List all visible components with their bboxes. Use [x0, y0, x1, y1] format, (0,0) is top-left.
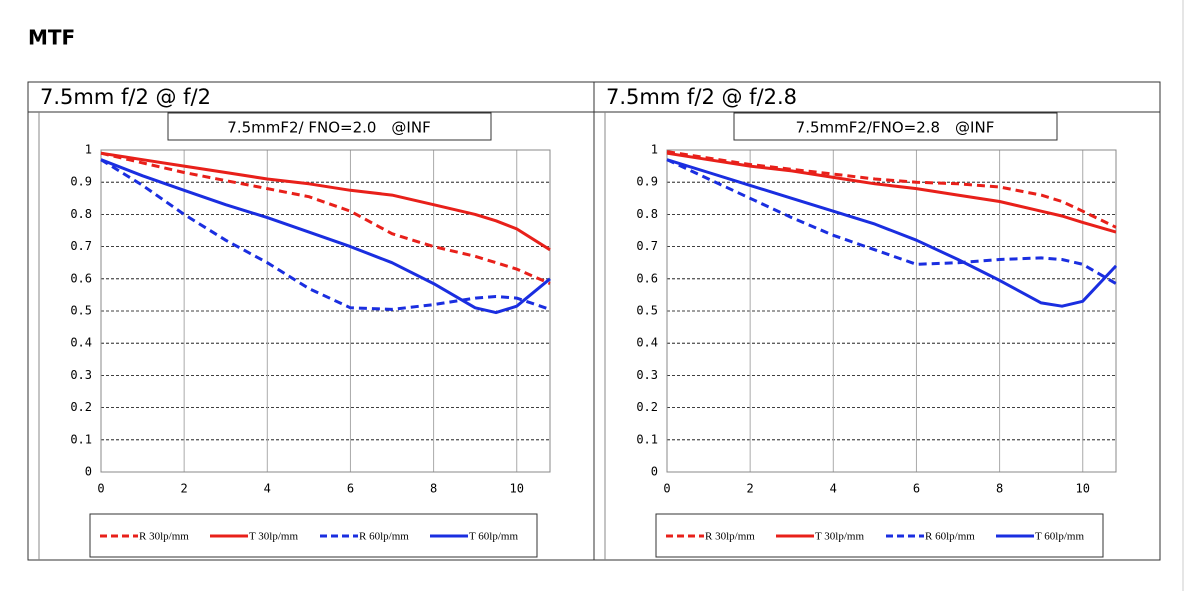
series-line	[100, 158, 551, 315]
plot-frame	[666, 149, 1117, 473]
x-tick-label: 10	[510, 482, 524, 496]
legend-label: T 30lp/mm	[815, 531, 864, 543]
subtitle: 7.5mmF2/ FNO=2.0 @INF	[227, 119, 430, 137]
y-tick-label: 0.5	[636, 304, 658, 318]
y-tick-label: 0.9	[636, 175, 658, 189]
legend-label: T 30lp/mm	[249, 531, 298, 543]
y-tick-label: 0	[85, 465, 92, 479]
x-tick-label: 0	[663, 482, 670, 496]
x-tick-label: 0	[97, 482, 104, 496]
series-line	[100, 151, 551, 252]
y-tick-label: 0.3	[636, 368, 658, 382]
x-tick-label: 8	[996, 482, 1003, 496]
y-tick-label: 0.4	[70, 336, 92, 350]
y-tick-label: 0.2	[636, 400, 658, 414]
x-tick-label: 6	[347, 482, 354, 496]
legend-label: R 30lp/mm	[139, 531, 189, 543]
panel	[593, 81, 1161, 561]
y-tick-label: 0.8	[636, 207, 658, 221]
y-tick-label: 0.4	[636, 336, 658, 350]
series-line	[100, 151, 551, 285]
x-tick-label: 6	[913, 482, 920, 496]
y-tick-label: 0.7	[636, 239, 658, 253]
x-tick-label: 2	[747, 482, 754, 496]
y-tick-label: 0.1	[70, 432, 92, 446]
legend-label: R 60lp/mm	[359, 531, 409, 543]
y-tick-label: 0.6	[70, 271, 92, 285]
x-tick-label: 4	[264, 482, 271, 496]
subtitle-box	[167, 112, 492, 141]
y-tick-label: 1	[85, 143, 92, 157]
y-tick-label: 0.7	[70, 239, 92, 253]
x-tick-label: 8	[430, 482, 437, 496]
y-tick-label: 1	[651, 143, 658, 157]
series-line	[666, 151, 1117, 234]
y-tick-label: 0.3	[70, 368, 92, 382]
page-title: MTF	[28, 26, 75, 50]
y-tick-label: 0.6	[636, 271, 658, 285]
legend-label: R 60lp/mm	[925, 531, 975, 543]
legend-label: R 30lp/mm	[705, 531, 755, 543]
y-tick-label: 0.8	[70, 207, 92, 221]
subtitle: 7.5mmF2/FNO=2.8 @INF	[796, 119, 995, 137]
legend-box	[655, 513, 1104, 558]
legend-label: T 60lp/mm	[469, 531, 518, 543]
y-tick-label: 0.9	[70, 175, 92, 189]
x-tick-label: 4	[830, 482, 837, 496]
y-tick-label: 0	[651, 465, 658, 479]
subtitle-box	[733, 112, 1058, 141]
legend-label: T 60lp/mm	[1035, 531, 1084, 543]
y-tick-label: 0.2	[70, 400, 92, 414]
series-line	[100, 158, 551, 311]
y-tick-label: 0.1	[636, 432, 658, 446]
legend-box	[89, 513, 538, 558]
plot-frame	[100, 149, 551, 473]
panel-title: 7.5mm f/2 @ f/2	[40, 85, 211, 109]
series-line	[666, 158, 1117, 285]
series-line	[666, 150, 1117, 229]
series-line	[666, 158, 1118, 308]
panel-title: 7.5mm f/2 @ f/2.8	[606, 85, 797, 109]
y-tick-label: 0.5	[70, 304, 92, 318]
x-tick-label: 10	[1076, 482, 1090, 496]
x-tick-label: 2	[181, 482, 188, 496]
